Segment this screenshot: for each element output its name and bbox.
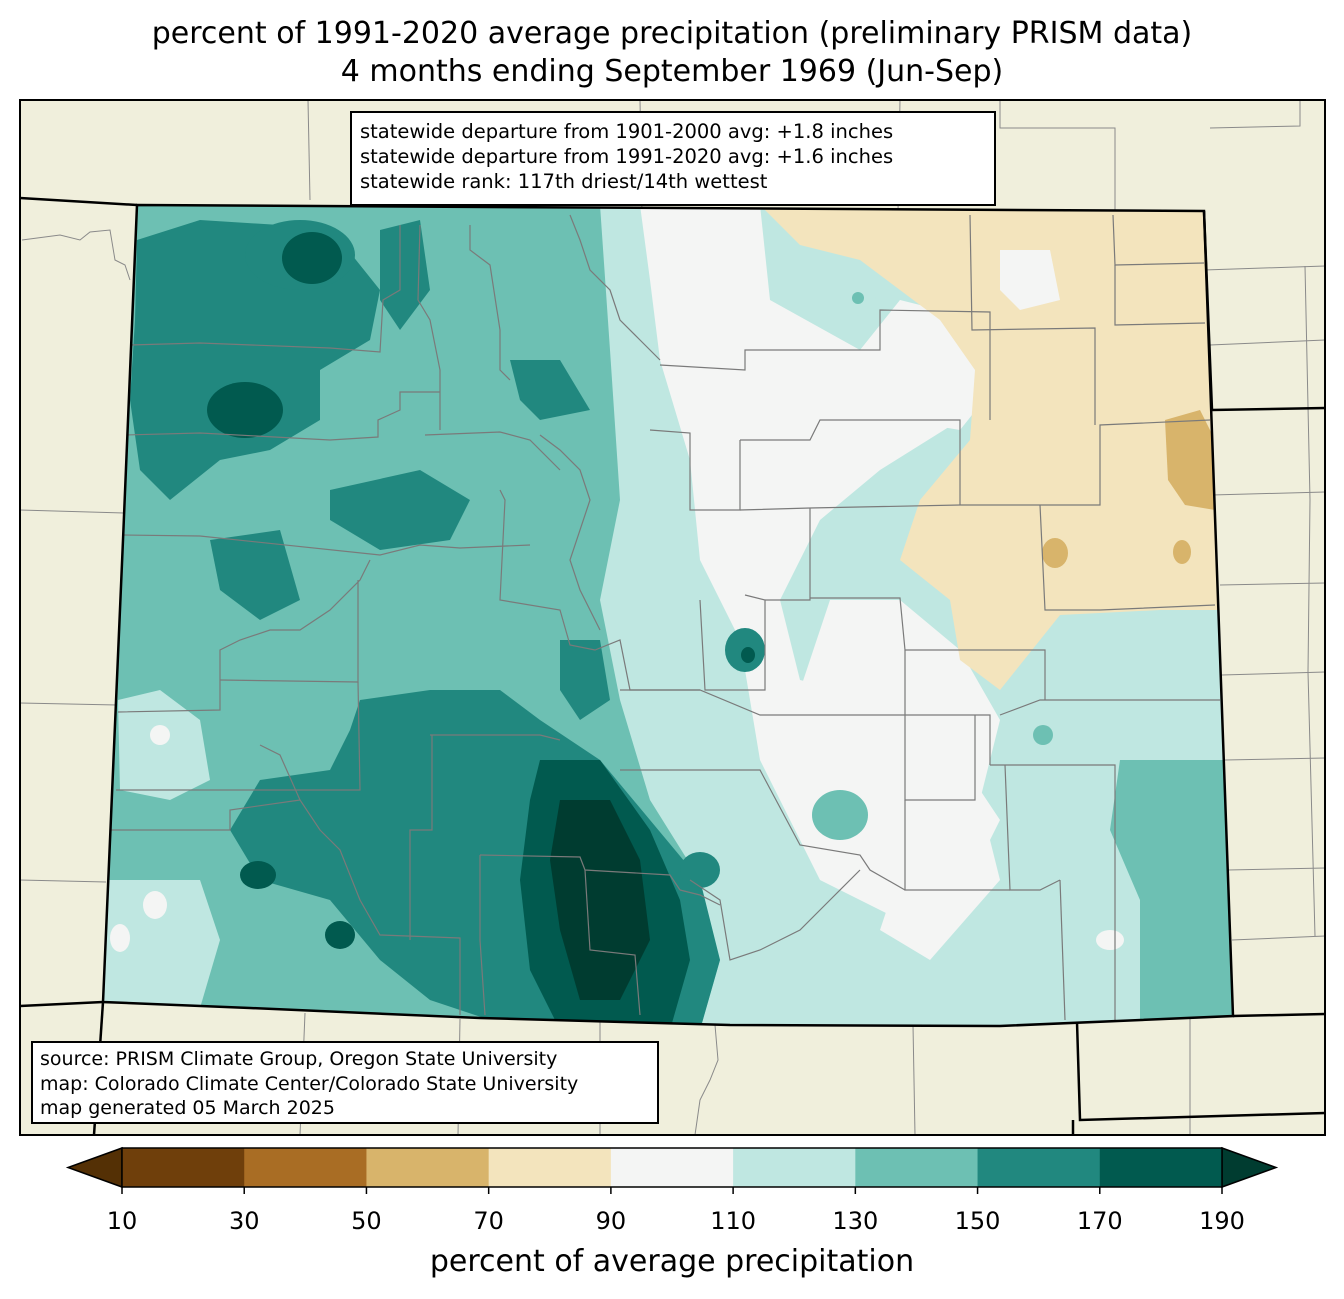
- colorbar-bin: [733, 1148, 856, 1187]
- source-line-2: map: Colorado Climate Center/Colorado St…: [40, 1072, 579, 1095]
- colorbar-bin: [366, 1148, 490, 1187]
- colorbar-tick-label: 10: [107, 1207, 138, 1235]
- colorbar-tick-label: 150: [955, 1207, 1001, 1235]
- stats-line-1: statewide departure from 1901-2000 avg: …: [360, 120, 894, 143]
- colorbar-tick-label: 70: [473, 1207, 504, 1235]
- colorbar-outline: [121, 1147, 1223, 1188]
- colorbar-tick-label: 110: [710, 1207, 756, 1235]
- colorbar: 10 30 50 70 90 110 130 150 170 190: [65, 1146, 1279, 1235]
- source-line-1: source: PRISM Climate Group, Oregon Stat…: [40, 1048, 558, 1070]
- colorbar-bin: [610, 1148, 734, 1187]
- colorbar-label: percent of average precipitation: [429, 1244, 915, 1279]
- field-170-190-patch: [282, 232, 342, 284]
- colorbar-tick-label: 30: [229, 1207, 260, 1235]
- colorbar-tick-label: 130: [832, 1207, 878, 1235]
- field-150-170-northwest: [130, 220, 380, 500]
- map-frame: [19, 99, 1326, 1136]
- stats-line-3: statewide rank: 117th driest/14th wettes…: [360, 170, 768, 193]
- field-110-130-southwest: [103, 880, 220, 1008]
- colorbar-bin: [855, 1148, 979, 1187]
- map-title-line2: 4 months ending September 1969 (Jun-Sep): [340, 54, 1004, 89]
- colorbar-bin: [244, 1148, 367, 1187]
- map-area: [20, 100, 1325, 1135]
- colorbar-tick-label: 50: [351, 1207, 382, 1235]
- field-70-90-northeast: [760, 205, 1233, 690]
- colorbar-over-arrow: [1221, 1146, 1279, 1189]
- stats-line-2: statewide departure from 1991-2020 avg: …: [360, 145, 894, 168]
- field-50-70-patch: [1165, 410, 1215, 510]
- county-lines: [110, 214, 1220, 1021]
- source-line-3: map generated 05 March 2025: [40, 1097, 335, 1119]
- colorbar-bin: [122, 1148, 245, 1187]
- colorado-border: [101, 203, 1235, 1028]
- colorbar-tick-label: 170: [1077, 1207, 1123, 1235]
- field-over-190: [550, 800, 650, 1000]
- colorbar-tick-label: 90: [596, 1207, 627, 1235]
- colorbar-tick-label: 190: [1199, 1207, 1245, 1235]
- colorbar-under-arrow: [65, 1146, 123, 1189]
- colorado-precip-field: [103, 205, 1233, 1026]
- colorbar-bin: [1099, 1148, 1223, 1187]
- statewide-stats-box: statewide departure from 1901-2000 avg: …: [350, 111, 996, 206]
- colorbar-bin: [488, 1148, 612, 1187]
- source-credits-box: source: PRISM Climate Group, Oregon Stat…: [31, 1041, 659, 1124]
- map-title-line1: percent of 1991-2020 average precipitati…: [151, 16, 1193, 51]
- state-borders: [20, 196, 1325, 1135]
- colorbar-bin: [977, 1148, 1101, 1187]
